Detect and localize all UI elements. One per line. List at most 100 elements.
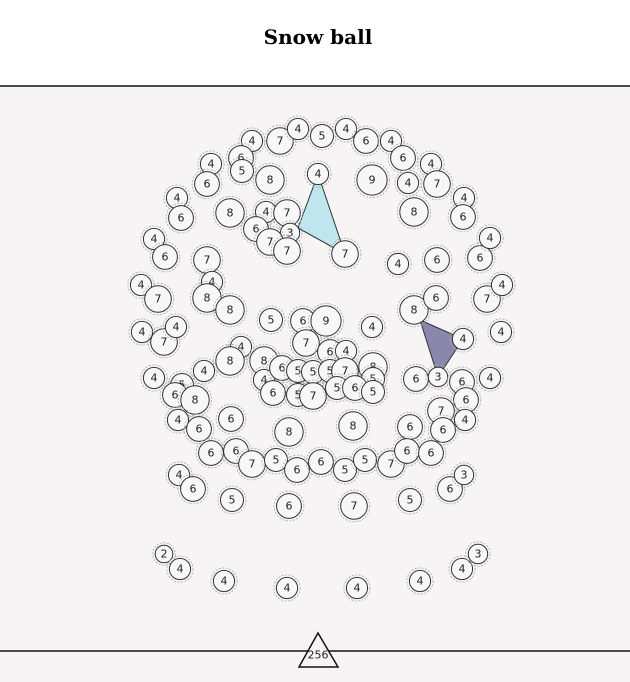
ball-label: 9 — [323, 315, 330, 328]
ball-body — [276, 493, 302, 519]
ball: 4 — [284, 115, 312, 143]
ball-halo — [177, 382, 213, 418]
ball-label: 7 — [204, 254, 211, 267]
ball-label: 4 — [173, 321, 180, 334]
ball-label: 4 — [462, 414, 469, 427]
ball-label: 6 — [459, 376, 466, 389]
counter: 256 — [308, 649, 329, 662]
ball: 4 — [210, 567, 238, 595]
ball-halo — [427, 414, 459, 446]
ball-halo — [464, 242, 496, 274]
ball-label: 5 — [370, 373, 377, 386]
ball: 8 — [212, 292, 248, 328]
ball-label: 4 — [343, 345, 350, 358]
ball-body — [386, 252, 410, 276]
ball: 6 — [420, 282, 452, 314]
ball-label: 6 — [318, 456, 325, 469]
ball: 6 — [149, 241, 181, 273]
ball: 4 — [476, 224, 504, 252]
ball-body — [180, 476, 206, 502]
ball-body — [129, 273, 153, 297]
ball-label: 5 — [334, 382, 341, 395]
ball-body — [418, 440, 444, 466]
ball-label: 3 — [475, 548, 482, 561]
ball-label: 6 — [253, 223, 260, 236]
ball-body — [427, 366, 449, 388]
ball-label: 8 — [227, 207, 234, 220]
shooter[interactable] — [297, 631, 340, 668]
ball: 5 — [307, 121, 337, 151]
ball: 5 — [395, 485, 425, 515]
ball: 7 — [289, 326, 323, 360]
ball: 4 — [190, 357, 218, 385]
ball-body — [331, 240, 359, 268]
ball: 4 — [343, 574, 371, 602]
ball-halo — [307, 121, 337, 151]
ball-halo — [149, 241, 181, 273]
ball-label: 5 — [239, 165, 246, 178]
ball: 9 — [307, 302, 344, 339]
ball-label: 5 — [327, 365, 334, 378]
ball-body — [390, 145, 416, 171]
ball-label: 8 — [411, 304, 418, 317]
ball-halo — [227, 156, 257, 186]
header-bg — [0, 0, 630, 86]
ball-body — [360, 315, 384, 339]
ball: 6 — [215, 403, 247, 435]
ball: 6 — [421, 244, 453, 276]
ball: 4 — [127, 271, 155, 299]
ball-label: 6 — [172, 389, 179, 402]
ball-label: 4 — [177, 563, 184, 576]
ball: 4 — [140, 225, 168, 253]
ball-halo — [140, 364, 168, 392]
ball: 4 — [304, 160, 332, 188]
ball-label: 6 — [447, 483, 454, 496]
ball-label: 6 — [204, 178, 211, 191]
ball-halo — [273, 574, 301, 602]
ball-halo — [446, 366, 478, 398]
ball: 4 — [448, 555, 476, 583]
ball-label: 4 — [284, 582, 291, 595]
ball-label: 6 — [233, 445, 240, 458]
ball-label: 8 — [267, 174, 274, 187]
ball: 3 — [465, 541, 491, 567]
ball-halo — [374, 447, 408, 481]
ball-body — [345, 576, 369, 600]
ball: 8 — [396, 194, 432, 230]
ball-label: 4 — [175, 414, 182, 427]
ball-halo — [165, 461, 193, 489]
ball-label: 7 — [303, 337, 310, 350]
ball-body — [478, 366, 502, 390]
ball-body — [194, 171, 220, 197]
ball-body — [264, 448, 288, 472]
ball-label: 4 — [151, 372, 158, 385]
ball-body — [398, 488, 422, 512]
ball: 5 — [358, 377, 388, 407]
ball-label: 7 — [310, 390, 317, 403]
ball-label: 4 — [428, 158, 435, 171]
ball-label: 8 — [411, 206, 418, 219]
ball-halo — [197, 150, 225, 178]
ball: 3 — [451, 462, 477, 488]
ball: 6 — [447, 201, 479, 233]
ball-label: 5 — [342, 464, 349, 477]
ball-body — [353, 448, 377, 472]
ball-halo — [332, 337, 360, 365]
ball-label: 4 — [405, 177, 412, 190]
ball: 3 — [425, 364, 451, 390]
ball: 6 — [305, 446, 337, 478]
ball-body — [220, 488, 244, 512]
ball: 4 — [358, 313, 386, 341]
ball-label: 7 — [434, 178, 441, 191]
ball-body — [424, 247, 450, 273]
ball: 8 — [271, 414, 307, 450]
ball-label: 6 — [196, 423, 203, 436]
ball-label: 6 — [363, 135, 370, 148]
ball-halo — [434, 473, 466, 505]
ball: 7 — [328, 237, 362, 271]
ball-label: 6 — [434, 254, 441, 267]
ball: 4 — [332, 337, 360, 365]
ball: 6 — [195, 437, 227, 469]
ball-body — [399, 197, 429, 227]
ball-label: 4 — [201, 365, 208, 378]
